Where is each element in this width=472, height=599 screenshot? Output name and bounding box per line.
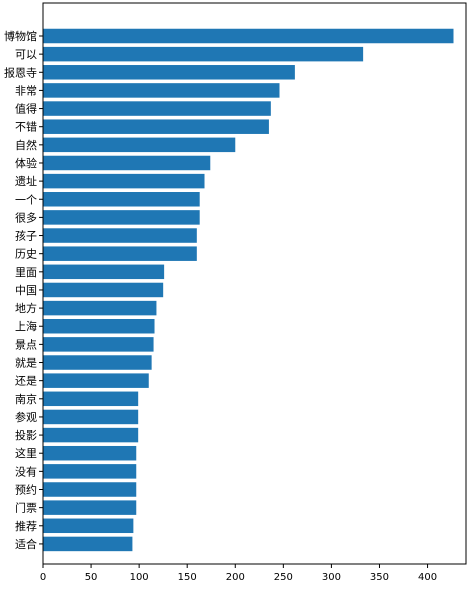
category-label: 一个 bbox=[15, 193, 37, 206]
category-label: 就是 bbox=[15, 356, 37, 370]
bar bbox=[43, 300, 157, 316]
bar bbox=[43, 228, 197, 243]
category-label: 博物馆 bbox=[4, 29, 37, 43]
x-tick-label: 350 bbox=[370, 572, 389, 583]
bars-group bbox=[43, 28, 454, 552]
category-label: 报恩寺 bbox=[4, 65, 37, 79]
bar bbox=[43, 355, 152, 370]
bar bbox=[43, 46, 364, 62]
x-axis-ticks: 0 50 100 150 200 250 300 350 400 bbox=[40, 564, 437, 583]
category-label: 非常 bbox=[15, 84, 37, 97]
category-label: 景点 bbox=[15, 338, 37, 351]
bar bbox=[43, 482, 137, 497]
x-tick-label: 400 bbox=[418, 572, 437, 583]
bar bbox=[43, 282, 164, 298]
bar bbox=[43, 518, 134, 534]
bar bbox=[43, 65, 295, 80]
x-tick-label: 300 bbox=[322, 572, 341, 583]
category-label: 投影 bbox=[15, 428, 37, 442]
category-label: 很多 bbox=[15, 210, 37, 224]
category-label: 自然 bbox=[15, 138, 37, 152]
category-label: 历史 bbox=[15, 248, 37, 261]
category-label: 体验 bbox=[15, 156, 37, 170]
bar bbox=[43, 500, 137, 515]
category-label: 参观 bbox=[15, 410, 37, 424]
category-label: 遗址 bbox=[15, 174, 37, 188]
bar bbox=[43, 192, 200, 207]
bar bbox=[43, 173, 205, 189]
bar bbox=[43, 119, 269, 134]
bar bbox=[43, 264, 165, 280]
category-label: 里面 bbox=[15, 266, 37, 279]
bar bbox=[43, 246, 197, 261]
bar bbox=[43, 210, 200, 225]
bar bbox=[43, 445, 137, 461]
x-tick-label: 200 bbox=[226, 572, 245, 583]
category-label: 南京 bbox=[15, 392, 37, 406]
category-label: 地方 bbox=[15, 301, 37, 315]
x-tick-label: 150 bbox=[178, 572, 197, 583]
category-labels: 博物馆可以报恩寺非常值得不错自然体验遗址一个很多孩子历史里面中国地方上海景点就是… bbox=[4, 29, 43, 551]
category-label: 推荐 bbox=[15, 519, 37, 533]
category-label: 孩子 bbox=[15, 230, 37, 243]
x-tick-label: 0 bbox=[40, 572, 46, 583]
category-label: 这里 bbox=[15, 446, 37, 460]
bar bbox=[43, 391, 139, 407]
category-label: 门票 bbox=[15, 501, 37, 515]
x-tick-label: 50 bbox=[85, 572, 98, 583]
category-label: 不错 bbox=[15, 120, 37, 134]
category-label: 值得 bbox=[15, 103, 37, 116]
bar bbox=[43, 373, 149, 388]
bar bbox=[43, 337, 154, 352]
category-label: 还是 bbox=[15, 375, 37, 388]
category-label: 适合 bbox=[15, 537, 37, 551]
category-label: 上海 bbox=[15, 319, 37, 333]
bar bbox=[43, 28, 454, 44]
x-tick-label: 250 bbox=[274, 572, 293, 583]
plot-frame bbox=[42, 2, 467, 565]
category-label: 可以 bbox=[15, 48, 37, 61]
bar bbox=[43, 536, 133, 552]
bar bbox=[43, 83, 280, 98]
bar bbox=[43, 427, 139, 443]
category-label: 没有 bbox=[15, 464, 37, 478]
bar bbox=[43, 464, 137, 479]
bar bbox=[43, 155, 211, 171]
bar bbox=[43, 409, 139, 425]
x-tick-label: 100 bbox=[130, 572, 149, 583]
bar bbox=[43, 318, 155, 334]
bar bbox=[43, 137, 236, 153]
category-label: 中国 bbox=[15, 284, 37, 297]
bar bbox=[43, 101, 271, 116]
category-label: 预约 bbox=[15, 484, 37, 497]
